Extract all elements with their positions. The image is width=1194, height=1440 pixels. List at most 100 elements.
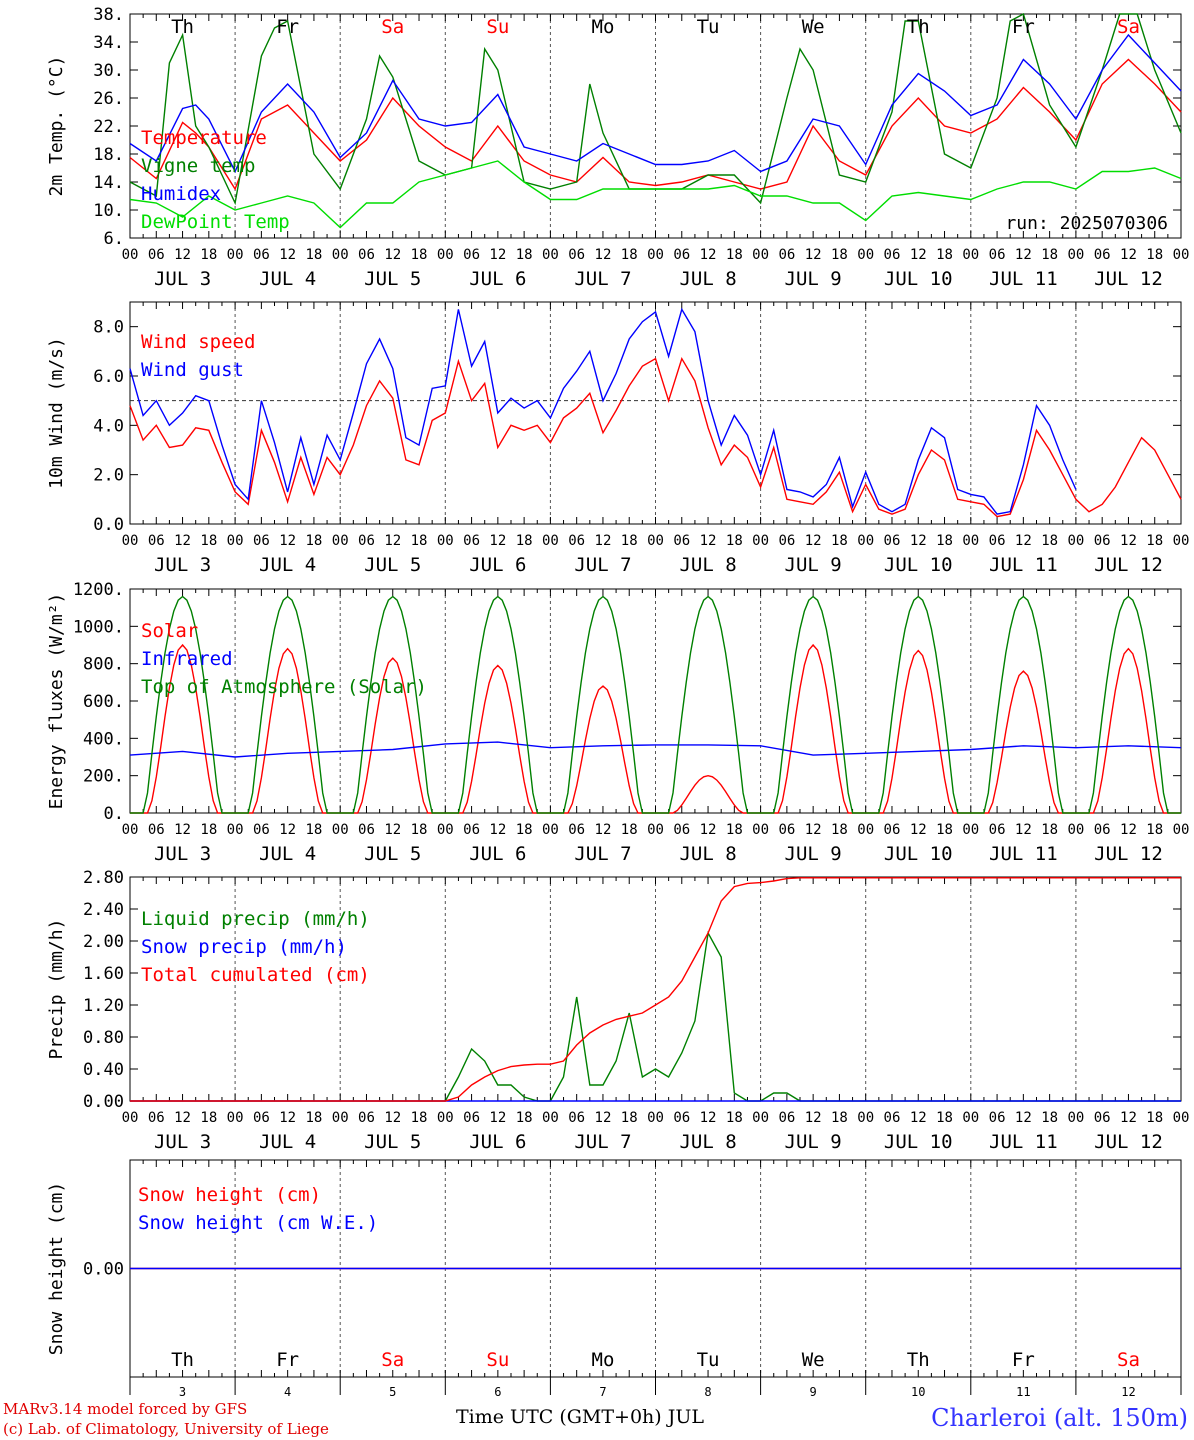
energy-hour-label: 06 bbox=[463, 822, 480, 838]
temp-hour-label: 00 bbox=[1173, 247, 1190, 263]
energy-hour-label: 06 bbox=[253, 822, 270, 838]
energy-hour-label: 12 bbox=[700, 822, 717, 838]
energy-ytick-label: 0. bbox=[104, 804, 124, 824]
energy-hour-label: 18 bbox=[200, 822, 217, 838]
energy-hour-label: 18 bbox=[936, 822, 953, 838]
temp-hour-label: 18 bbox=[936, 247, 953, 263]
precip-legend-0: Liquid precip (mm/h) bbox=[141, 908, 370, 930]
temp-hour-label: 18 bbox=[411, 247, 428, 263]
wind-hour-label: 18 bbox=[516, 533, 533, 549]
energy-date-label-1: JUL 4 bbox=[259, 843, 316, 865]
wind-hour-label: 06 bbox=[568, 533, 585, 549]
wind-series-1 bbox=[129, 307, 1077, 515]
temp-date-label-8: JUL 11 bbox=[989, 268, 1058, 290]
precip-hour-label: 06 bbox=[253, 1110, 270, 1126]
wind-hour-label: 06 bbox=[884, 533, 901, 549]
wind-hour-label: 12 bbox=[384, 533, 401, 549]
temp-day-label-9: Sa bbox=[1117, 16, 1140, 38]
precip-date-label-4: JUL 7 bbox=[574, 1131, 631, 1153]
temp-date-label-5: JUL 8 bbox=[679, 268, 736, 290]
temp-hour-label: 00 bbox=[962, 247, 979, 263]
snow-day-number-6: 9 bbox=[810, 1385, 817, 1399]
wind-hour-label: 06 bbox=[253, 533, 270, 549]
temp-hour-label: 00 bbox=[1067, 247, 1084, 263]
precip-ytick-label: 2.00 bbox=[83, 932, 124, 952]
precip-hour-label: 18 bbox=[1146, 1110, 1163, 1126]
temp-frame bbox=[129, 13, 1182, 239]
energy-date-label-4: JUL 7 bbox=[574, 843, 631, 865]
temp-hour-label: 18 bbox=[726, 247, 743, 263]
energy-hour-label: 18 bbox=[411, 822, 428, 838]
wind-ytick-label: 2.0 bbox=[93, 466, 124, 486]
temp-hour-label: 06 bbox=[253, 247, 270, 263]
temp-ylabel: 2m Temp. (°C) bbox=[46, 56, 67, 197]
wind-hour-label: 00 bbox=[962, 533, 979, 549]
temp-hour-label: 00 bbox=[332, 247, 349, 263]
wind-hour-label: 12 bbox=[174, 533, 191, 549]
temp-hour-label: 12 bbox=[384, 247, 401, 263]
temp-hour-label: 00 bbox=[752, 247, 769, 263]
snow-day-number-0: 3 bbox=[179, 1385, 186, 1399]
precip-hour-label: 18 bbox=[621, 1110, 638, 1126]
energy-date-label-5: JUL 8 bbox=[679, 843, 736, 865]
temp-ytick-label: 6. bbox=[104, 229, 124, 249]
temp-day-label-1: Fr bbox=[276, 16, 299, 38]
wind-date-label-8: JUL 11 bbox=[989, 554, 1058, 576]
precip-date-label-2: JUL 5 bbox=[364, 1131, 421, 1153]
precip-hour-label: 18 bbox=[305, 1110, 322, 1126]
temp-legend-1: Vigne temp bbox=[141, 155, 255, 177]
energy-date-label-9: JUL 12 bbox=[1094, 843, 1163, 865]
wind-hour-label: 18 bbox=[305, 533, 322, 549]
precip-series-2 bbox=[130, 877, 1181, 1102]
snow-day-number-2: 5 bbox=[389, 1385, 396, 1399]
temp-series-0 bbox=[129, 58, 1182, 191]
precip-hour-label: 06 bbox=[884, 1110, 901, 1126]
precip-hour-label: 12 bbox=[489, 1110, 506, 1126]
wind-hour-label: 18 bbox=[200, 533, 217, 549]
temp-hour-label: 06 bbox=[358, 247, 375, 263]
snow-day-label-9: Sa bbox=[1117, 1349, 1140, 1371]
wind-hour-label: 12 bbox=[1015, 533, 1032, 549]
energy-hour-label: 00 bbox=[227, 822, 244, 838]
wind-ytick-label: 6.0 bbox=[93, 367, 124, 387]
wind-date-label-6: JUL 9 bbox=[785, 554, 842, 576]
precip-hour-label: 00 bbox=[752, 1110, 769, 1126]
temp-day-label-6: We bbox=[802, 16, 825, 38]
wind-date-label-9: JUL 12 bbox=[1094, 554, 1163, 576]
temp-hour-label: 00 bbox=[542, 247, 559, 263]
energy-hour-label: 12 bbox=[595, 822, 612, 838]
precip-hour-label: 00 bbox=[227, 1110, 244, 1126]
temp-legend-2: Humidex bbox=[141, 183, 221, 205]
precip-hour-label: 18 bbox=[831, 1110, 848, 1126]
temp-legend-0: Temperature bbox=[141, 127, 267, 149]
energy-hour-label: 18 bbox=[1146, 822, 1163, 838]
temp-day-label-0: Th bbox=[171, 16, 194, 38]
temp-hour-label: 12 bbox=[700, 247, 717, 263]
precip-hour-label: 06 bbox=[1094, 1110, 1111, 1126]
precip-ytick-label: 2.40 bbox=[83, 900, 124, 920]
precip-hour-label: 18 bbox=[726, 1110, 743, 1126]
wind-ytick-label: 0.0 bbox=[93, 515, 124, 535]
precip-hour-label: 12 bbox=[910, 1110, 927, 1126]
energy-hour-label: 12 bbox=[489, 822, 506, 838]
temp-hour-label: 18 bbox=[200, 247, 217, 263]
temp-hour-label: 00 bbox=[437, 247, 454, 263]
energy-ytick-label: 1200. bbox=[73, 580, 124, 600]
energy-hour-label: 00 bbox=[542, 822, 559, 838]
energy-date-label-0: JUL 3 bbox=[154, 843, 211, 865]
precip-hour-label: 00 bbox=[647, 1110, 664, 1126]
precip-legend-1: Snow precip (mm/h) bbox=[141, 936, 347, 958]
precip-hour-label: 06 bbox=[463, 1110, 480, 1126]
temp-hour-label: 18 bbox=[1041, 247, 1058, 263]
temp-hour-label: 18 bbox=[1146, 247, 1163, 263]
energy-hour-label: 00 bbox=[647, 822, 664, 838]
temp-panel bbox=[129, 12, 1182, 239]
temp-ytick-label: 14. bbox=[93, 173, 124, 193]
wind-hour-label: 06 bbox=[463, 533, 480, 549]
precip-date-label-8: JUL 11 bbox=[989, 1131, 1058, 1153]
snow-day-number-1: 4 bbox=[284, 1385, 291, 1399]
wind-date-label-1: JUL 4 bbox=[259, 554, 316, 576]
energy-hour-label: 00 bbox=[1067, 822, 1084, 838]
wind-hour-label: 06 bbox=[778, 533, 795, 549]
precip-hour-label: 12 bbox=[1015, 1110, 1032, 1126]
